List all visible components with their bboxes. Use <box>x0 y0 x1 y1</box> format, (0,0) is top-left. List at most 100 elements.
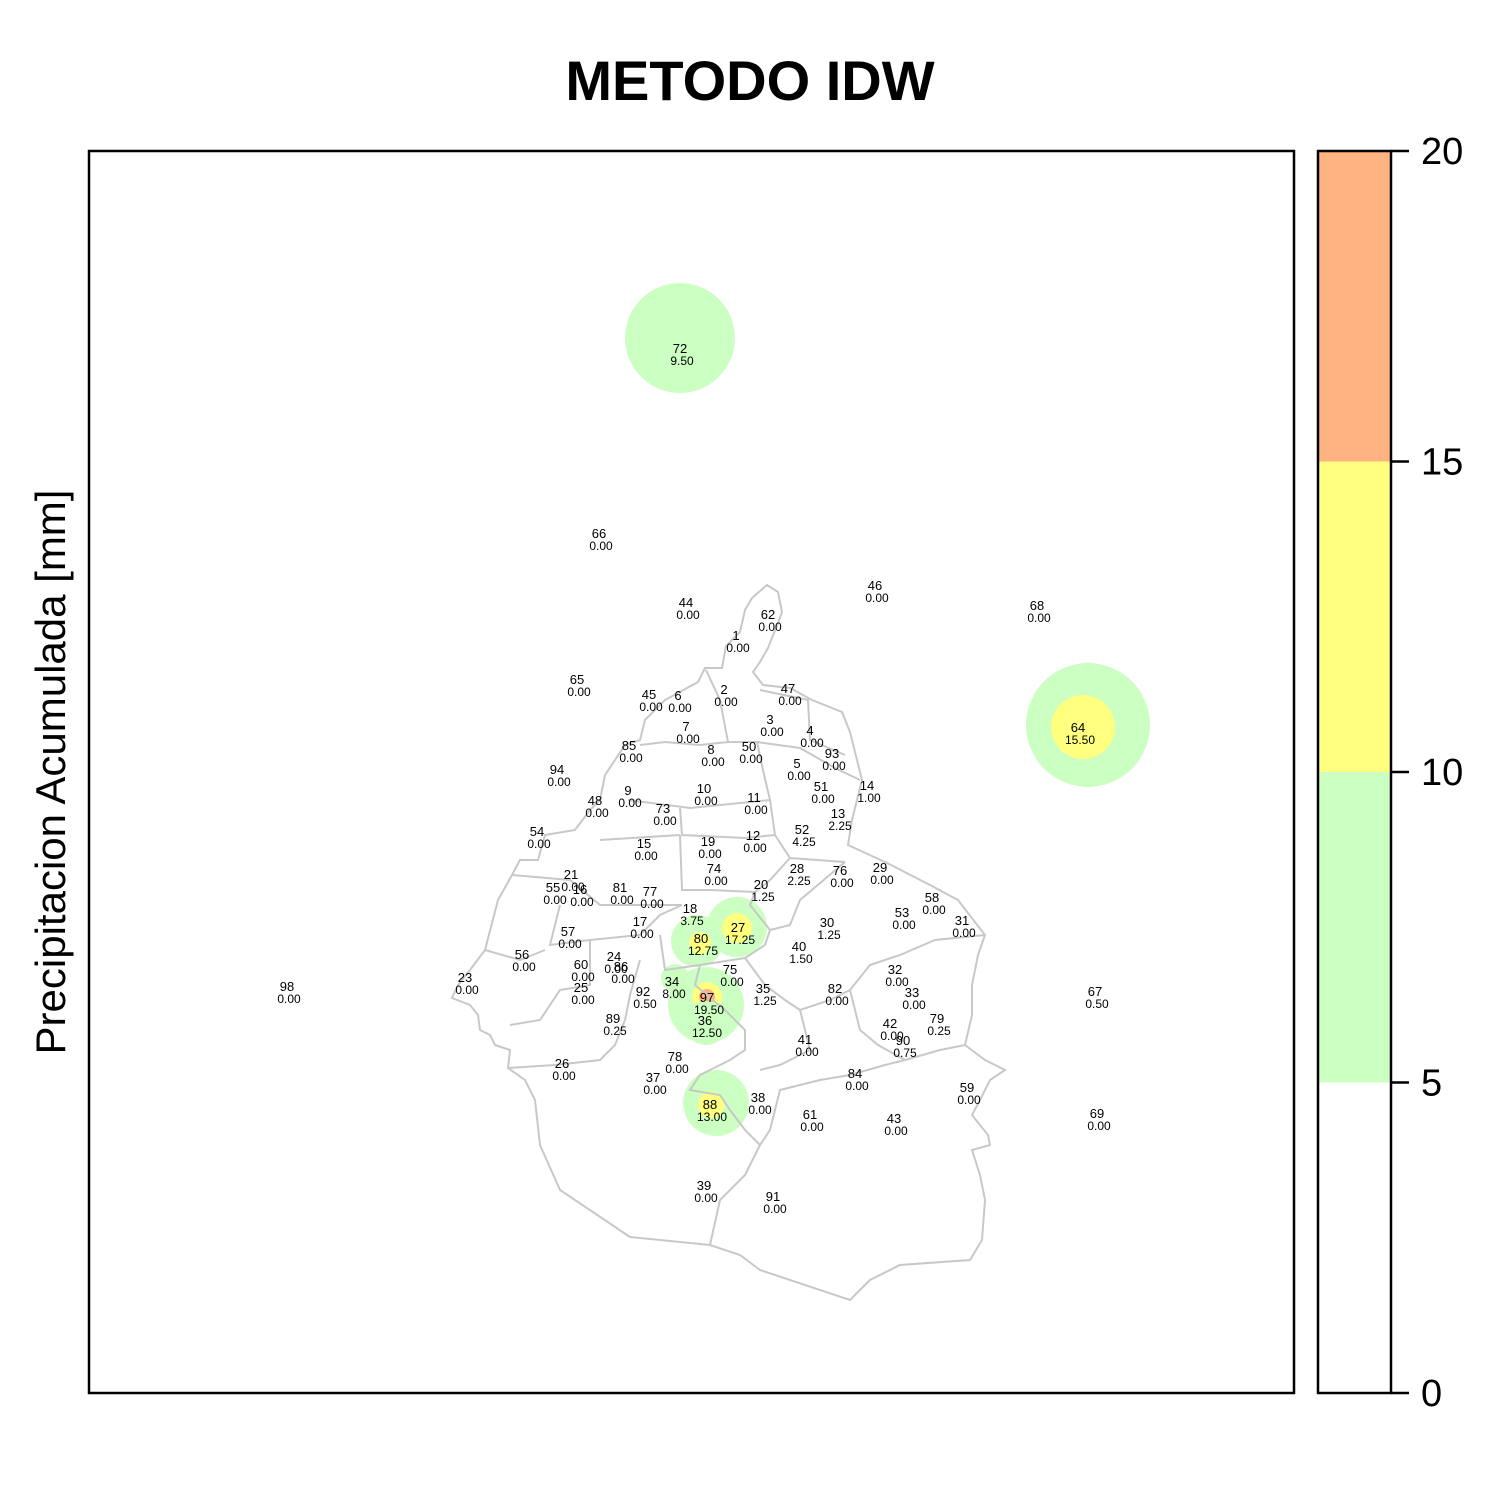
station-value: 0.00 <box>558 937 582 951</box>
station-value: 0.00 <box>922 903 946 917</box>
legend-tick-label: 0 <box>1421 1373 1442 1415</box>
station-id: 43 <box>887 1111 901 1126</box>
station-id: 85 <box>622 738 636 753</box>
legend-tick-label: 20 <box>1421 131 1463 173</box>
station-id: 79 <box>930 1011 944 1026</box>
station-value: 0.00 <box>512 960 536 974</box>
station-value: 0.00 <box>589 539 613 553</box>
station-57: 570.00 <box>558 924 582 951</box>
station-value: 1.25 <box>817 928 841 942</box>
station-id: 80 <box>694 931 708 946</box>
station-35: 351.25 <box>753 981 777 1008</box>
station-59: 590.00 <box>957 1080 981 1107</box>
station-value: 0.00 <box>885 975 909 989</box>
station-value: 15.50 <box>1065 733 1095 747</box>
station-98: 980.00 <box>277 979 301 1006</box>
station-81: 810.00 <box>610 880 634 907</box>
station-value: 0.00 <box>720 975 744 989</box>
station-4: 40.00 <box>800 723 824 750</box>
station-value: 0.00 <box>744 803 768 817</box>
station-value: 0.75 <box>893 1046 917 1060</box>
legend-color-band <box>1318 461 1391 772</box>
station-value: 1.00 <box>857 791 881 805</box>
station-value: 0.00 <box>676 608 700 622</box>
idw-halo <box>699 989 715 1005</box>
station-value: 0.00 <box>611 972 635 986</box>
station-value: 0.00 <box>760 725 784 739</box>
station-value: 0.00 <box>704 874 728 888</box>
station-id: 69 <box>1090 1106 1104 1121</box>
station-value: 0.00 <box>640 897 664 911</box>
station-20: 201.25 <box>751 877 775 904</box>
station-value: 0.00 <box>865 591 889 605</box>
station-value: 0.00 <box>570 895 594 909</box>
station-value: 0.00 <box>884 1124 908 1138</box>
y-axis-label: Precipitacion Acumulada [mm] <box>27 490 74 1055</box>
station-value: 0.00 <box>571 970 595 984</box>
station-id: 17 <box>633 914 647 929</box>
station-id: 27 <box>731 920 745 935</box>
station-id: 56 <box>515 947 529 962</box>
station-value: 1.25 <box>753 994 777 1008</box>
station-value: 0.00 <box>571 993 595 1007</box>
idw-halo <box>698 1092 724 1118</box>
station-id: 59 <box>960 1080 974 1095</box>
station-value: 0.00 <box>800 736 824 750</box>
station-60: 600.00 <box>571 957 595 984</box>
station-value: 0.00 <box>547 775 571 789</box>
station-16: 160.00 <box>570 882 594 909</box>
station-id: 14 <box>860 778 874 793</box>
station-id: 34 <box>665 974 679 989</box>
station-value: 0.00 <box>726 641 750 655</box>
station-9: 90.00 <box>618 783 642 810</box>
station-value: 0.00 <box>676 732 700 746</box>
station-24: 240.00 <box>604 949 628 976</box>
station-54: 540.00 <box>527 824 551 851</box>
station-id: 84 <box>848 1066 862 1081</box>
station-value: 0.00 <box>634 849 658 863</box>
station-value: 0.00 <box>714 695 738 709</box>
station-id: 11 <box>747 790 761 805</box>
station-66: 660.00 <box>589 526 613 553</box>
station-id: 62 <box>761 607 775 622</box>
station-id: 97 <box>700 990 714 1005</box>
station-id: 92 <box>636 984 650 999</box>
station-id: 81 <box>613 880 627 895</box>
station-45: 450.00 <box>639 687 663 714</box>
station-55: 550.00 <box>543 880 567 907</box>
station-id: 3 <box>766 712 773 727</box>
station-id: 82 <box>828 981 842 996</box>
station-value: 0.00 <box>585 806 609 820</box>
station-id: 39 <box>697 1178 711 1193</box>
station-48: 480.00 <box>585 793 609 820</box>
station-id: 12 <box>746 828 760 843</box>
station-value: 0.00 <box>639 700 663 714</box>
station-value: 0.00 <box>567 685 591 699</box>
station-5: 50.00 <box>787 756 811 783</box>
station-value: 19.50 <box>694 1003 724 1017</box>
station-value: 0.00 <box>668 701 692 715</box>
station-id: 38 <box>751 1090 765 1105</box>
station-75: 750.00 <box>720 962 744 989</box>
station-25: 250.00 <box>571 980 595 1007</box>
station-value: 0.00 <box>694 794 718 808</box>
station-43: 430.00 <box>884 1111 908 1138</box>
map-frame <box>87 149 1296 1395</box>
station-29: 290.00 <box>870 860 894 887</box>
station-67: 670.50 <box>1085 984 1109 1011</box>
station-id: 23 <box>458 970 472 985</box>
station-7: 70.00 <box>676 719 700 746</box>
station-15: 150.00 <box>634 836 658 863</box>
station-53: 530.00 <box>892 905 916 932</box>
station-id: 50 <box>742 739 756 754</box>
station-id: 47 <box>781 681 795 696</box>
station-id: 88 <box>703 1097 717 1112</box>
station-47: 470.00 <box>778 681 802 708</box>
station-42: 420.00 <box>880 1016 904 1043</box>
station-value: 0.00 <box>748 1103 772 1117</box>
station-84: 840.00 <box>845 1066 869 1093</box>
station-id: 57 <box>561 924 575 939</box>
station-id: 36 <box>698 1013 712 1028</box>
